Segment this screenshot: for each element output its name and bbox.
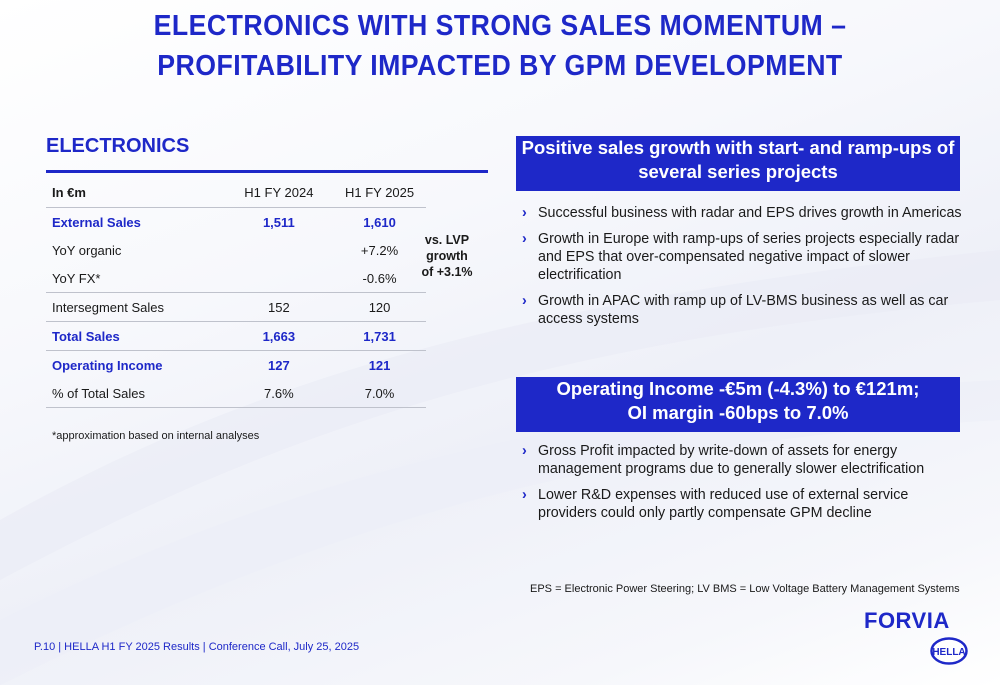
lvp-growth-note: vs. LVP growth of +3.1% xyxy=(418,232,476,280)
box1-line2: several series projects xyxy=(638,161,838,182)
row-value-2024 xyxy=(225,264,327,293)
table-row-yoy-fx: YoY FX* -0.6% xyxy=(46,264,426,293)
row-value-2025: 1,610 xyxy=(327,207,426,236)
box2-line1: Operating Income -€5m (-4.3%) to €121m; xyxy=(556,378,920,399)
box1-line1: Positive sales growth with start- and ra… xyxy=(521,137,955,158)
lvp-note-line1: vs. LVP xyxy=(424,233,470,247)
table-header-row: In €m H1 FY 2024 H1 FY 2025 xyxy=(46,178,426,208)
header-label: In €m xyxy=(52,185,86,200)
row-label: Operating Income xyxy=(46,350,225,379)
row-label: YoY organic xyxy=(52,242,122,258)
row-label: Total Sales xyxy=(46,321,225,351)
financials-table: In €m H1 FY 2024 H1 FY 2025 External Sal… xyxy=(46,178,426,408)
chevron-right-icon: › xyxy=(522,487,527,503)
lvp-note-line3: of +3.1% xyxy=(421,265,473,279)
chevron-right-icon: › xyxy=(522,205,527,221)
bullet-text: Growth in Europe with ramp-ups of series… xyxy=(538,231,960,283)
operating-income-headline-box: Operating Income -€5m (-4.3%) to €121m; … xyxy=(516,377,960,432)
profitability-bullet-list: › Gross Profit impacted by write-down of … xyxy=(522,442,962,530)
page-title: ELECTRONICS WITH STRONG SALES MOMENTUM –… xyxy=(40,6,960,86)
row-label: Intersegment Sales xyxy=(46,292,225,322)
lvp-note-line2: growth xyxy=(426,249,468,263)
page-footer: P.10 | HELLA H1 FY 2025 Results | Confer… xyxy=(34,641,360,653)
hella-logo: HELLA xyxy=(930,637,968,665)
chevron-right-icon: › xyxy=(522,293,527,309)
row-label: External Sales xyxy=(46,207,225,236)
abbreviations-note: EPS = Electronic Power Steering; LV BMS … xyxy=(530,583,960,595)
table-row-operating-income: Operating Income 127 121 xyxy=(46,350,426,379)
list-item: › Growth in Europe with ramp-ups of serie… xyxy=(522,230,962,284)
box2-line2: OI margin -60bps to 7.0% xyxy=(627,402,849,423)
row-value-2025: 7.0% xyxy=(327,379,426,408)
section-title: ELECTRONICS xyxy=(46,135,190,157)
bullet-text: Gross Profit impacted by write-down of a… xyxy=(538,443,925,477)
page-title-line1: ELECTRONICS WITH STRONG SALES MOMENTUM – xyxy=(153,10,847,42)
header-col-h1-fy2024: H1 FY 2024 xyxy=(244,185,314,200)
forvia-logo-text: FORVIA xyxy=(864,608,950,632)
table-footnote: *approximation based on internal analyse… xyxy=(52,430,260,442)
table-row-total-sales: Total Sales 1,663 1,731 xyxy=(46,321,426,351)
row-value-2025: 1,731 xyxy=(327,321,426,351)
forvia-logo: FORVIA xyxy=(864,608,950,632)
bullet-text: Successful business with radar and EPS d… xyxy=(538,205,962,221)
row-value-2024: 1,663 xyxy=(224,321,328,351)
row-value-2024: 127 xyxy=(224,350,328,379)
hella-logo-text: HELLA xyxy=(932,647,965,658)
list-item: › Gross Profit impacted by write-down of … xyxy=(522,442,962,478)
sales-bullet-list: › Successful business with radar and EPS … xyxy=(522,204,962,336)
header-col-h1-fy2025: H1 FY 2025 xyxy=(344,185,415,200)
chevron-right-icon: › xyxy=(522,231,527,247)
list-item: › Lower R&D expenses with reduced use of … xyxy=(522,486,962,522)
row-label: YoY FX* xyxy=(52,270,101,286)
list-item: › Successful business with radar and EPS … xyxy=(522,204,962,222)
row-value-2024: 1,511 xyxy=(224,207,328,236)
chevron-right-icon: › xyxy=(522,443,527,459)
row-value-2025: +7.2% xyxy=(360,242,399,258)
row-label: % of Total Sales xyxy=(46,379,225,408)
bullet-text: Growth in APAC with ramp up of LV-BMS bu… xyxy=(538,293,949,327)
table-row-external-sales: External Sales 1,511 1,610 xyxy=(46,207,426,236)
row-value-2025: 121 xyxy=(327,350,426,379)
row-value-2025: -0.6% xyxy=(362,270,397,286)
table-row-yoy-organic: YoY organic +7.2% xyxy=(46,236,426,264)
row-value-2025: 120 xyxy=(327,292,426,322)
section-divider xyxy=(46,170,488,173)
row-value-2024: 152 xyxy=(224,292,328,322)
table-row-intersegment-sales: Intersegment Sales 152 120 xyxy=(46,292,426,322)
row-value-2024: 7.6% xyxy=(224,379,328,408)
page-title-line2: PROFITABILITY IMPACTED BY GPM DEVELOPMEN… xyxy=(157,50,843,82)
sales-growth-headline-box: Positive sales growth with start- and ra… xyxy=(516,136,960,191)
bullet-text: Lower R&D expenses with reduced use of e… xyxy=(538,487,909,521)
row-value-2024 xyxy=(225,236,327,264)
list-item: › Growth in APAC with ramp up of LV-BMS b… xyxy=(522,292,962,328)
table-row-percent-of-total-sales: % of Total Sales 7.6% 7.0% xyxy=(46,379,426,408)
